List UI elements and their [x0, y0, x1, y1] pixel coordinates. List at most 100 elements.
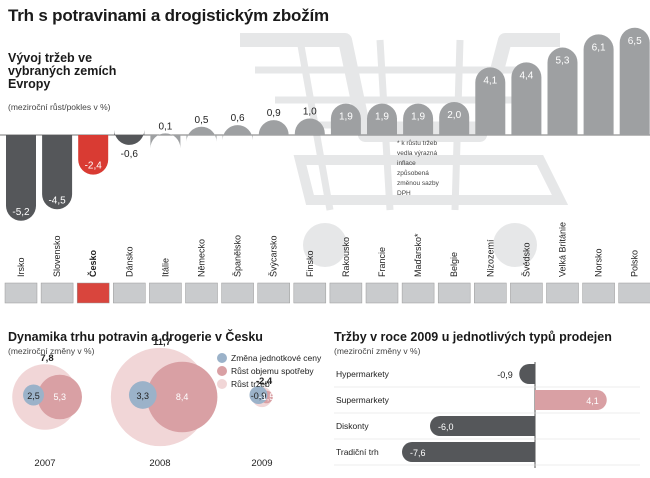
store-type-label: Diskonty — [336, 421, 369, 431]
legend-label: Růst objemu spotřeby — [231, 366, 314, 376]
country-label: Belgie — [449, 252, 459, 277]
bar — [78, 135, 109, 175]
year-label: 2007 — [34, 458, 55, 469]
country-flag — [546, 282, 579, 304]
country-flag — [329, 282, 363, 304]
bar-value-label: -4,5 — [48, 195, 66, 206]
bubble-price — [23, 384, 45, 406]
bubble-volume-label: 5,3 — [53, 392, 66, 402]
bar — [150, 133, 181, 149]
country-label: Finsko — [305, 250, 315, 277]
bar — [547, 47, 578, 135]
store-type-label: Tradiční trh — [336, 447, 379, 457]
hbar-value-label: -0,9 — [497, 370, 513, 380]
bar — [222, 125, 253, 141]
bar-value-label: 1,9 — [375, 112, 389, 123]
bar-value-label: 0,9 — [267, 108, 281, 119]
country-label: Norsko — [594, 248, 604, 277]
hbar — [519, 364, 535, 384]
country-label: Dánsko — [124, 246, 134, 277]
legend-marker — [217, 379, 227, 389]
country-label: Irsko — [16, 257, 26, 277]
chart2-title: Dynamika trhu potravin a drogerie v Česk… — [8, 330, 263, 344]
bar-value-label: 1,9 — [411, 112, 425, 123]
bubble-growth-label: 11,7 — [153, 337, 171, 348]
bar-value-label: -5,2 — [12, 207, 30, 218]
bubble-volume-label: 8,4 — [176, 392, 189, 402]
legend-label: Změna jednotkové ceny — [231, 353, 322, 363]
legend-marker — [217, 353, 227, 363]
country-label: Francie — [377, 247, 387, 277]
bubble-volume — [146, 361, 218, 433]
country-label: Švédsko — [521, 242, 531, 277]
country-flag — [618, 282, 650, 304]
bar — [186, 126, 217, 142]
bubble-volume-label: -1,5 — [259, 392, 275, 402]
bar-value-label: 1,9 — [339, 112, 353, 123]
bubble-price — [249, 386, 268, 404]
year-label: 2008 — [149, 458, 170, 469]
bar — [439, 102, 470, 135]
country-label: Německo — [197, 239, 207, 277]
bubble-growth-label: 7,8 — [40, 353, 53, 364]
bar-value-label: 0,5 — [195, 115, 209, 126]
legend-marker — [217, 366, 227, 376]
country-flag — [365, 282, 399, 304]
country-flag — [113, 282, 146, 304]
country-flag — [76, 282, 110, 304]
page-title: Trh s potravinami a drogistickým zbožím — [8, 6, 329, 25]
bubble-volume — [37, 374, 83, 420]
country-flag — [293, 282, 327, 304]
bubble-price-label: -0,9 — [251, 391, 267, 401]
chart1-title: Vývoj tržeb ve vybraných zemích Evropy — [8, 51, 117, 91]
hbar — [402, 442, 535, 462]
bubble-price-label: 2,5 — [27, 391, 40, 401]
bar-value-label: 4,1 — [483, 75, 497, 86]
hbar-value-label: 4,1 — [586, 396, 599, 406]
bar-value-label: 2,0 — [447, 110, 461, 121]
bar — [367, 103, 397, 135]
hbar-value-label: -6,0 — [438, 422, 454, 432]
country-label: Maďarsko* — [413, 233, 423, 277]
country-label: Itálie — [160, 258, 170, 277]
country-flag — [4, 282, 38, 304]
chart3-subtitle: (meziroční změny v %) — [334, 346, 421, 356]
country-label: Nizozemí — [485, 239, 495, 277]
chart3-title: Tržby v roce 2009 u jednotlivých typů pr… — [334, 330, 612, 344]
country-label: Velká Británie — [558, 222, 568, 277]
country-flag — [185, 282, 218, 304]
legend-label: Růst tržeb — [231, 379, 270, 389]
store-type-label: Hypermarkety — [336, 369, 390, 379]
country-flag — [221, 282, 254, 304]
country-flag — [582, 282, 615, 304]
bar — [403, 103, 434, 135]
hbar — [430, 416, 535, 436]
country-label: Slovensko — [52, 235, 62, 277]
country-flag — [401, 282, 435, 304]
bubble-growth-label: -2,4 — [256, 376, 273, 387]
year-label: 2009 — [251, 458, 272, 469]
bar — [6, 135, 36, 221]
bar — [583, 34, 614, 135]
country-flag — [474, 282, 507, 304]
hbar-value-label: -7,6 — [410, 448, 426, 458]
bar-value-label: 1,0 — [303, 107, 317, 118]
country-flag — [510, 282, 543, 304]
bar-value-label: -0,6 — [121, 149, 139, 160]
hungary-annotation: * k růstu tržeb vedla výrazná inflace zp… — [397, 140, 439, 197]
bar — [511, 62, 542, 135]
bar — [294, 118, 325, 135]
hbar — [535, 390, 607, 410]
bar-value-label: 6,1 — [592, 42, 606, 53]
bar — [475, 67, 506, 135]
country-label: Polsko — [630, 250, 640, 277]
country-flag — [257, 282, 290, 304]
bar-value-label: 4,4 — [519, 70, 533, 81]
bar — [619, 27, 650, 136]
country-flag — [149, 282, 182, 304]
bar-value-label: -2,4 — [85, 161, 103, 172]
bar — [42, 135, 73, 210]
bar-value-label: 6,5 — [628, 36, 642, 47]
country-label: Švýcarsko — [269, 235, 279, 277]
